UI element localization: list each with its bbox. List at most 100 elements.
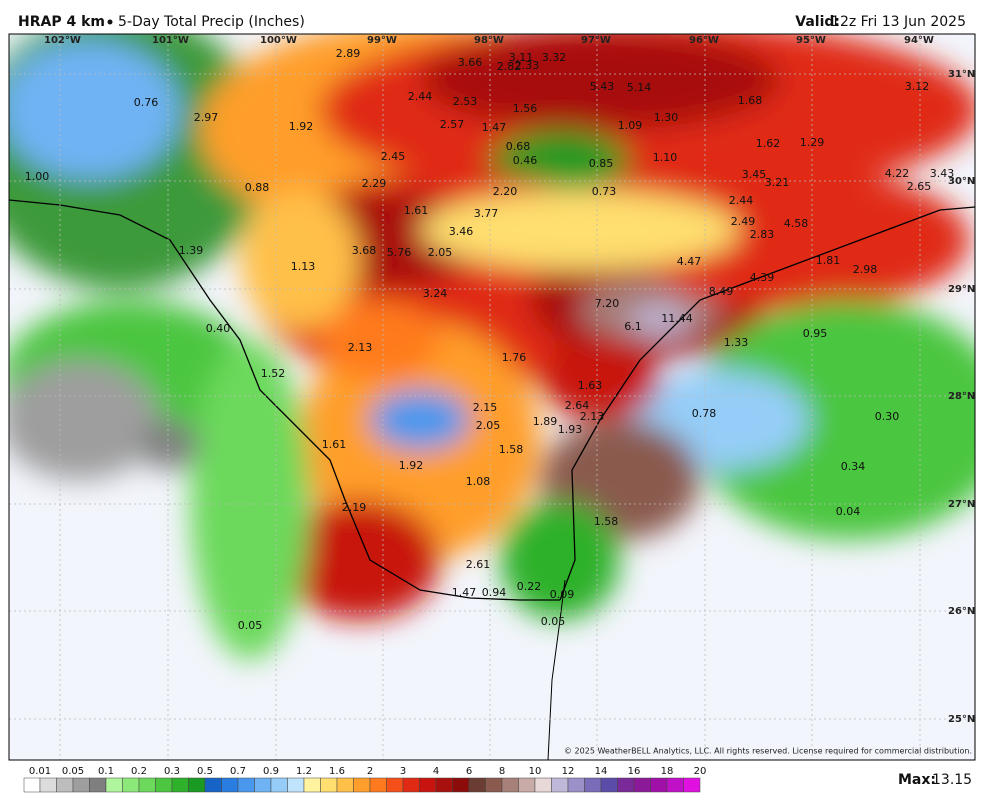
precip-value: 1.30 [654,111,679,124]
colorbar-tick-label: 2 [367,766,373,777]
precip-value: 2.83 [750,228,775,241]
precip-value: 1.29 [800,136,825,149]
precip-value: 2.61 [466,558,491,571]
color-swatch [435,777,453,793]
color-swatch [56,777,74,793]
colorbar-tick-label: 0.2 [131,766,147,777]
precip-value: 1.10 [653,151,678,164]
precip-value: 2.05 [476,419,501,432]
color-swatch [600,777,618,793]
precip-value: 1.89 [533,415,558,428]
precip-value: 1.92 [399,459,424,472]
precip-value: 4.39 [750,271,775,284]
color-swatch [254,777,272,793]
colorbar-tick-label: 0.01 [29,766,51,777]
separator [107,19,113,25]
precip-value: 1.33 [724,336,749,349]
color-swatch [353,777,371,793]
color-swatch [221,777,239,793]
longitude-label: 101°W [152,35,189,46]
precip-value: 2.44 [408,90,433,103]
color-swatch [155,777,173,793]
precip-value: 0.85 [589,157,614,170]
precip-value: 0.68 [506,140,531,153]
color-swatch [336,777,354,793]
colorbar-tick-label: 6 [466,766,472,777]
longitude-label: 99°W [367,35,397,46]
color-swatch [320,777,338,793]
colorbar-tick-label: 18 [661,766,674,777]
precip-value: 2.19 [342,501,367,514]
precip-value: 2.29 [362,177,387,190]
precip-value: 2.44 [729,194,754,207]
precip-value: 1.58 [594,515,619,528]
precip-value: 3.21 [765,176,790,189]
precip-value: 0.40 [206,322,231,335]
precip-value: 0.05 [238,619,263,632]
color-swatch [369,777,387,793]
precip-value: 1.61 [404,204,429,217]
precip-value: 2.64 [565,399,590,412]
valid-label: Valid: [795,14,840,30]
precip-value: 1.62 [756,137,781,150]
longitude-label: 98°W [474,35,504,46]
color-swatch [683,777,701,793]
colorbar-tick-label: 1.6 [329,766,345,777]
latitude-label: 28°N [948,391,975,402]
latitude-label: 27°N [948,499,975,510]
precip-value: 5.43 [590,80,615,93]
valid-time: 12z Fri 13 Jun 2025 [831,14,966,30]
color-swatch [237,777,255,793]
color-swatch [303,777,321,793]
precip-value: 3.77 [474,207,499,220]
precip-value: 1.52 [261,367,286,380]
color-swatch [89,777,107,793]
precip-value: 2.13 [580,410,605,423]
precip-value: 2.98 [853,263,878,276]
precip-value: 2.05 [428,246,453,259]
precip-value: 2.49 [731,215,756,228]
precip-value: 2.45 [381,150,406,163]
longitude-label: 95°W [796,35,826,46]
colorbar-tick-label: 0.1 [98,766,114,777]
precip-value: 2.82 [497,60,522,73]
precip-value: 1.08 [466,475,491,488]
precip-value: 3.32 [542,51,567,64]
color-swatch [204,777,222,793]
precip-value: 2.57 [440,118,465,131]
precip-value: 1.58 [499,443,524,456]
precip-value: 1.63 [578,379,603,392]
color-swatch [617,777,635,793]
color-swatch [122,777,140,793]
colorbar-tick-label: 20 [694,766,707,777]
precip-value: 0.88 [245,181,270,194]
precip-value: 1.68 [738,94,763,107]
precip-value: 1.76 [502,351,527,364]
precip-value: 3.43 [930,167,955,180]
precip-value: 1.47 [482,121,507,134]
copyright: © 2025 WeatherBELL Analytics, LLC. All r… [564,747,972,756]
color-swatch [105,777,123,793]
precip-value: 3.12 [905,80,930,93]
precip-value: 4.47 [677,255,702,268]
color-swatch [39,777,57,793]
precip-value: 1.09 [618,119,643,132]
precip-value: 0.22 [517,580,542,593]
color-swatch [287,777,305,793]
colorbar-tick-label: 16 [628,766,641,777]
precip-value: 1.00 [25,170,50,183]
latitude-label: 30°N [948,176,975,187]
precip-value: 2.15 [473,401,498,414]
precip-value: 11.44 [661,312,693,325]
color-swatch [138,777,156,793]
color-swatch [534,777,552,793]
color-swatch [419,777,437,793]
map: 102°W 101°W 100°W 99°W 98°W 97°W 96°W 95°W 94°W 3… [9,34,975,760]
precip-value: 3.11 [509,51,534,64]
precip-value: 1.92 [289,120,314,133]
precip-value: 2.65 [907,180,932,193]
precip-value: 0.30 [875,410,900,423]
colorbar-tick-label: 0.7 [230,766,246,777]
